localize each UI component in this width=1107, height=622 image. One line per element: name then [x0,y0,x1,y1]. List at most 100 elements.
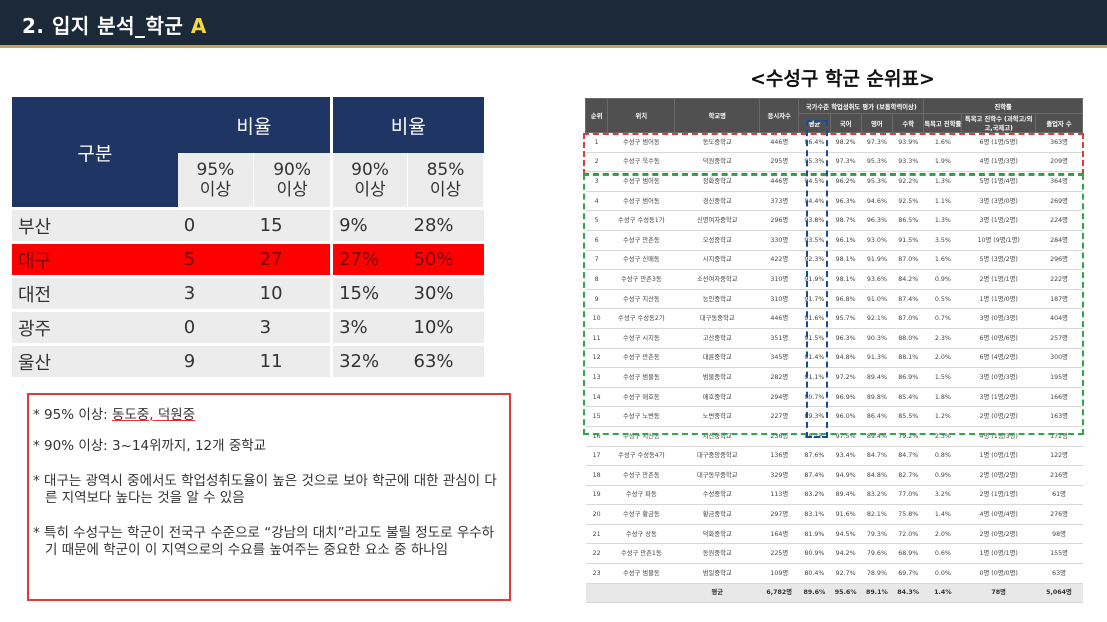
cell-average: 83.2% [798,485,831,506]
region-value: 30% [407,275,484,311]
cell-school: 수성중학교 [674,485,760,506]
cell-korean: 96.1% [830,230,862,251]
cell-special-count: 5명 (1명/4명) [961,171,1036,192]
ranking-row: 22 수성구 만촌1동 동원중학교 225명 80.9% 94.2% 79.6% 68.9% 0… [585,543,1083,565]
cell-school: 범일중학교 [674,563,760,584]
region-name: 대구 [12,241,178,277]
group-header-1: 비율 [177,97,332,153]
cell-school: 고산중학교 [674,328,760,349]
cell-english: 97.3% [861,132,893,153]
cell-school: 동원중학교 [674,543,760,565]
region-name: 울산 [12,343,178,377]
cell-location: 수성구 매호동 [607,387,675,408]
cell-location: 수성구 황금동 [607,504,675,525]
region-value: 10% [407,309,484,345]
cell-location: 수성구 수성동1가 [607,210,675,231]
ranking-row: 19 수성구 파동 수성중학교 113명 83.2% 89.4% 83.2% 77.0% 3.2… [585,485,1083,506]
cell-math: 88.0% [892,328,924,349]
note-4: * 특히 수성구는 학군이 전국구 수준으로 “강남의 대치”라고도 불릴 정도… [33,525,495,558]
cell-graduates: 195명 [1035,367,1083,388]
cell-special-count: 4명 (1명/3명) [961,152,1036,173]
ranking-row: 1 수성구 범어동 동도중학교 446명 96.4% 98.2% 97.3% 93.9% 1.6… [585,132,1083,153]
cell-average: 83.1% [798,504,831,525]
cell-examinees: 236명 [759,426,799,447]
ranking-row: 5 수성구 수성동1가 신명여자중학교 296명 93.8% 98.7% 96.3% 86.5… [585,210,1083,231]
avg-special-count: 78명 [961,582,1036,604]
cell-graduates: 122명 [1035,446,1083,467]
cell-english: 89.8% [861,387,893,408]
cell-korean: 94.8% [830,348,862,369]
cell-rank: 17 [585,446,608,467]
title-bar: 2. 입지 분석_학군 A [0,0,1107,48]
cell-school: 지산중학교 [674,426,760,447]
cell-examinees: 164명 [759,524,799,545]
cell-special-rate: 1.3% [923,171,962,192]
col-examinees: 응시자수 [759,98,800,133]
cell-korean: 97.3% [830,152,862,173]
region-value: 15% [330,275,408,311]
cell-average: 87.4% [798,465,831,486]
cell-school: 대구동부중학교 [674,465,760,486]
region-comparison-table: 구분 비율 비율 95% 이상 90% 이상 90% 이상 85% 이상 부산 0 15 9… [12,97,484,377]
cell-korean: 98.7% [830,210,862,231]
col-english: 영어 [860,113,894,133]
avg-korean: 95.6% [830,582,862,604]
cell-special-rate: 3.5% [923,230,962,251]
cell-examinees: 446명 [759,132,799,153]
cell-special-rate: 1.2% [923,406,962,427]
region-value: 11 [253,343,332,377]
cell-examinees: 295명 [759,152,799,173]
ranking-row: 15 수성구 노변동 노변중학교 227명 89.3% 96.0% 86.4% 85.5% 1.… [585,406,1083,427]
cell-math: 69.7% [892,563,924,584]
cell-special-rate: 0.7% [923,308,962,329]
cell-graduates: 257명 [1035,328,1083,349]
cell-math: 79.2% [892,426,924,447]
cell-special-count: 4명 (0명/4명) [961,504,1036,525]
cell-examinees: 446명 [759,308,799,329]
cell-special-rate: 0.9% [923,465,962,486]
cell-special-rate: 2.3% [923,328,962,349]
cell-location: 수성구 범어동 [607,132,675,153]
cell-examinees: 373명 [759,191,799,212]
cell-rank: 1 [585,132,608,153]
cell-korean: 96.8% [830,289,862,310]
col-korean: 국어 [829,113,862,133]
region-value: 9 [177,343,254,377]
cell-english: 96.3% [861,210,893,231]
cell-special-rate: 1.5% [923,367,962,388]
cell-location: 수성구 지산동 [607,289,675,310]
cell-korean: 98.2% [830,132,862,153]
cell-korean: 94.9% [830,465,862,486]
cell-english: 93.6% [861,269,893,290]
cell-rank: 20 [585,504,608,525]
cell-graduates: 276명 [1035,504,1083,525]
sub-header: 95% 이상 [177,153,255,209]
page-title: 2. 입지 분석_학군 A [22,10,207,39]
cell-graduates: 155명 [1035,543,1083,565]
ranking-row: 18 수성구 만촌동 대구동부중학교 329명 87.4% 94.9% 84.8% 82.7%… [585,465,1083,486]
col-special-rate: 특목고 진학률 [923,113,963,133]
cell-school: 범물중학교 [674,367,760,388]
cell-average: 80.9% [798,543,831,565]
cell-school: 대구동중학교 [674,308,760,329]
cell-special-count: 2명 (1명/1명) [961,485,1036,506]
cell-graduates: 296명 [1035,250,1083,271]
region-value: 10 [253,275,332,311]
cell-special-count: 1명 (1명/0명) [961,289,1036,310]
cell-graduates: 61명 [1035,485,1083,506]
avg-location [607,582,675,604]
cell-location: 수성구 파동 [607,485,675,506]
region-name: 대전 [12,275,178,311]
cell-location: 수성구 노변동 [607,406,675,427]
cell-english: 86.4% [861,406,893,427]
ranking-row: 16 수성구 지산동 지산중학교 236명 88.7% 97.5% 89.4% 79.2% 2.… [585,426,1083,447]
cell-examinees: 109명 [759,563,799,584]
cell-special-rate: 3.2% [923,485,962,506]
cell-rank: 7 [585,250,608,271]
cell-school: 소선여자중학교 [674,269,760,290]
cell-rank: 3 [585,171,608,192]
region-value: 28% [407,207,484,243]
note-1: * 95% 이상: 동도중, 덕원중 [31,407,499,424]
cell-math: 93.9% [892,132,924,153]
col-group-achievement: 국가수준 학업성취도 평가 (보통학력이상) [798,98,925,114]
